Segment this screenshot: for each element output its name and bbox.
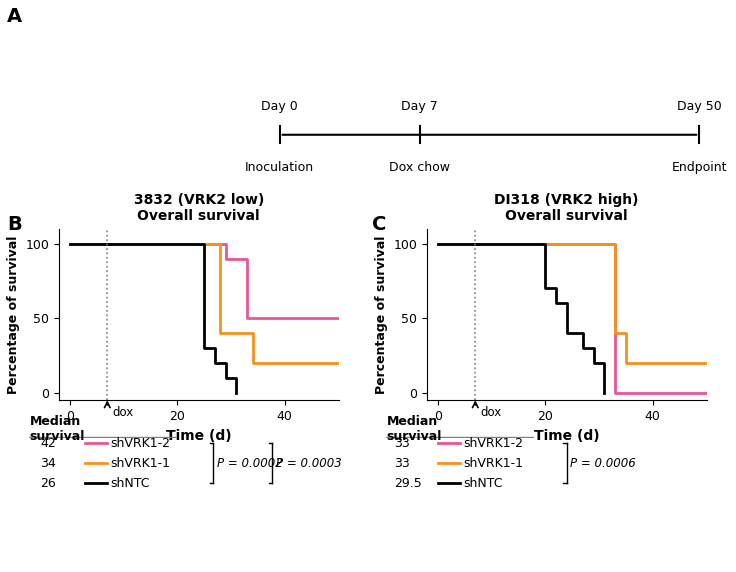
Text: Day 50: Day 50	[677, 100, 721, 113]
Title: 3832 (VRK2 low)
Overall survival: 3832 (VRK2 low) Overall survival	[133, 193, 264, 224]
Text: 33: 33	[394, 457, 409, 470]
Text: P = 0.0003: P = 0.0003	[276, 457, 342, 470]
Text: C: C	[372, 214, 386, 233]
Text: 33: 33	[394, 437, 409, 450]
Text: Dox chow: Dox chow	[389, 161, 450, 174]
Title: DI318 (VRK2 high)
Overall survival: DI318 (VRK2 high) Overall survival	[495, 193, 639, 224]
Text: P = 0.0002: P = 0.0002	[217, 457, 283, 470]
Text: 26: 26	[40, 477, 56, 490]
Text: 29.5: 29.5	[394, 477, 422, 490]
Text: 34: 34	[40, 457, 56, 470]
Text: Median
survival: Median survival	[386, 415, 442, 443]
Text: Day 7: Day 7	[401, 100, 438, 113]
Text: Endpoint: Endpoint	[671, 161, 727, 174]
Y-axis label: Percentage of survival: Percentage of survival	[7, 236, 20, 394]
Y-axis label: Percentage of survival: Percentage of survival	[375, 236, 388, 394]
Text: shVRK1-2: shVRK1-2	[110, 437, 171, 450]
Text: Inoculation: Inoculation	[245, 161, 314, 174]
Text: dox: dox	[481, 406, 502, 419]
Text: Median
survival: Median survival	[29, 415, 85, 443]
Text: P = 0.0006: P = 0.0006	[570, 457, 636, 470]
Text: shVRK1-1: shVRK1-1	[464, 457, 524, 470]
Text: shNTC: shNTC	[464, 477, 503, 490]
Text: shVRK1-1: shVRK1-1	[110, 457, 171, 470]
X-axis label: Time (d): Time (d)	[166, 428, 232, 443]
Text: 42: 42	[40, 437, 56, 450]
Text: Day 0: Day 0	[261, 100, 298, 113]
Text: dox: dox	[113, 406, 134, 419]
Text: shNTC: shNTC	[110, 477, 150, 490]
Text: B: B	[7, 214, 22, 233]
Text: shVRK1-2: shVRK1-2	[464, 437, 524, 450]
X-axis label: Time (d): Time (d)	[534, 428, 600, 443]
Text: A: A	[7, 6, 23, 26]
